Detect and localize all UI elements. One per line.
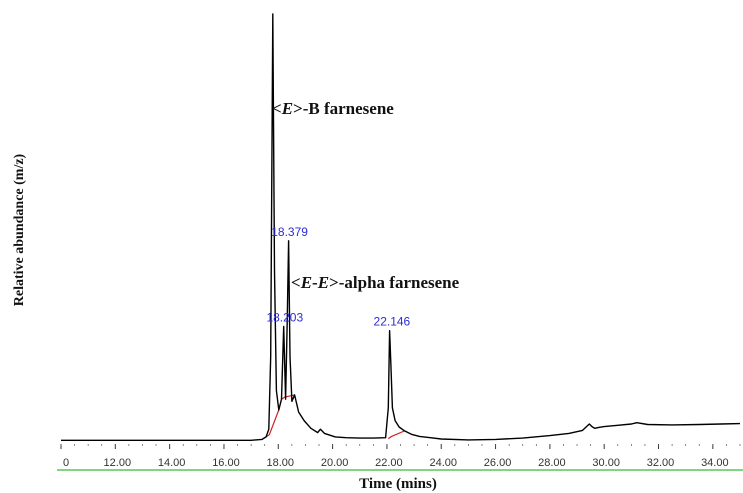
x-tick-label: 28.00 (538, 457, 566, 469)
x-tick-label: 22.00 (375, 457, 403, 469)
x-tick-label: 14.00 (158, 457, 186, 469)
peak-labels: 18.379 18.203 22.146 (266, 225, 410, 329)
annotation-beta-farnesene: <E>-B farnesene (272, 99, 394, 118)
x-tick-label: 34.00 (701, 457, 729, 469)
x-tick-label: 18.00 (267, 457, 295, 469)
x-tick-label: 32.00 (647, 457, 675, 469)
x-tick-label: 24.00 (429, 457, 457, 469)
x-tick-label: 16.00 (212, 457, 240, 469)
x-tick-label: 26.00 (484, 457, 512, 469)
x-tick-label: 12.00 (104, 457, 132, 469)
x-axis-tick-labels: 0 12.00 14.00 16.00 18.00 20.00 22.00 24.00 26.0… (63, 457, 729, 469)
x-axis-ticks (60, 444, 741, 449)
x-axis-label: Time (mins) (359, 476, 437, 492)
peak-label: 18.203 (266, 310, 303, 324)
y-axis-label: Relative abundance (m/z) (12, 153, 27, 306)
x-tick-label: 30.00 (592, 457, 620, 469)
chromatogram-trace (61, 13, 741, 441)
annotation-alpha-farnesene: <E-E>-alpha farnesene (291, 273, 460, 292)
x-tick-label: 20.00 (321, 457, 349, 469)
peak-label: 22.146 (374, 315, 411, 329)
baseline-segment (265, 409, 280, 438)
baseline-segment (387, 430, 405, 440)
x-tick-label: 0 (63, 457, 69, 469)
peak-label: 18.379 (271, 225, 308, 239)
